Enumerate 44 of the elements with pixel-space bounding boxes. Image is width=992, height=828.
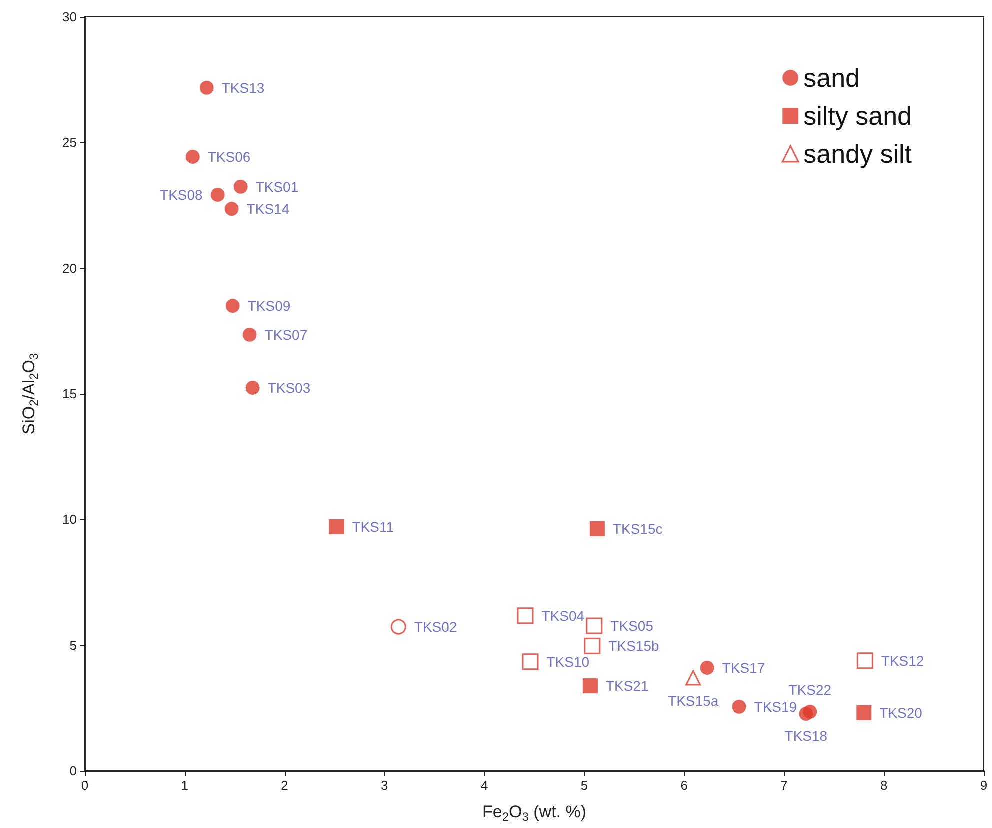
- y-tick-label: 10: [62, 512, 77, 528]
- legend-label: sandy silt: [804, 139, 913, 169]
- data-label: TKS15c: [612, 520, 663, 537]
- x-tick-label: 5: [580, 778, 588, 793]
- y-tick-label: 0: [70, 764, 77, 778]
- data-label: TKS22: [788, 682, 832, 698]
- data-label: TKS12: [881, 652, 924, 669]
- data-label: TKS04: [542, 608, 585, 624]
- y-tick-label: 25: [62, 135, 77, 150]
- x-tick-label: 9: [980, 778, 988, 793]
- y-tick-label: 5: [70, 638, 77, 653]
- y-axis-title: SiO2/Al2O3: [20, 352, 41, 435]
- data-label: TKS20: [880, 704, 923, 721]
- data-label: TKS15a: [668, 692, 719, 709]
- data-label: TKS07: [264, 326, 308, 343]
- data-label: TKS05: [610, 618, 654, 634]
- data-label: TKS17: [722, 660, 766, 676]
- x-tick-label: 7: [780, 778, 788, 793]
- y-tick-label: 15: [62, 386, 77, 402]
- data-label: TKS14: [246, 201, 290, 218]
- data-label: TKS18: [784, 728, 828, 744]
- x-tick-label: 6: [680, 778, 688, 793]
- data-label: TKS03: [268, 380, 311, 396]
- data-label: TKS09: [248, 298, 291, 314]
- data-label: TKS19: [754, 698, 798, 715]
- x-tick-label: 8: [880, 778, 888, 793]
- x-tick-label: 3: [381, 778, 388, 793]
- y-tick-label: 30: [62, 10, 77, 24]
- data-label: TKS21: [606, 678, 649, 694]
- data-label: TKS08: [160, 186, 204, 203]
- data-label: TKS10: [546, 654, 590, 670]
- legend-label: sand: [804, 63, 860, 93]
- legend-label: silty sand: [804, 101, 912, 131]
- y-tick-label: 20: [62, 260, 77, 276]
- data-label: TKS06: [208, 148, 251, 165]
- data-label: TKS01: [256, 178, 299, 195]
- x-tick-label: 4: [480, 778, 488, 793]
- data-label: TKS15b: [608, 638, 660, 654]
- data-label: TKS11: [352, 518, 394, 535]
- x-tick-label: 1: [181, 778, 189, 793]
- data-label: TKS13: [222, 80, 265, 96]
- x-tick-label: 2: [281, 778, 288, 793]
- data-label: TKS02: [414, 618, 458, 635]
- x-tick-label: 0: [81, 778, 89, 793]
